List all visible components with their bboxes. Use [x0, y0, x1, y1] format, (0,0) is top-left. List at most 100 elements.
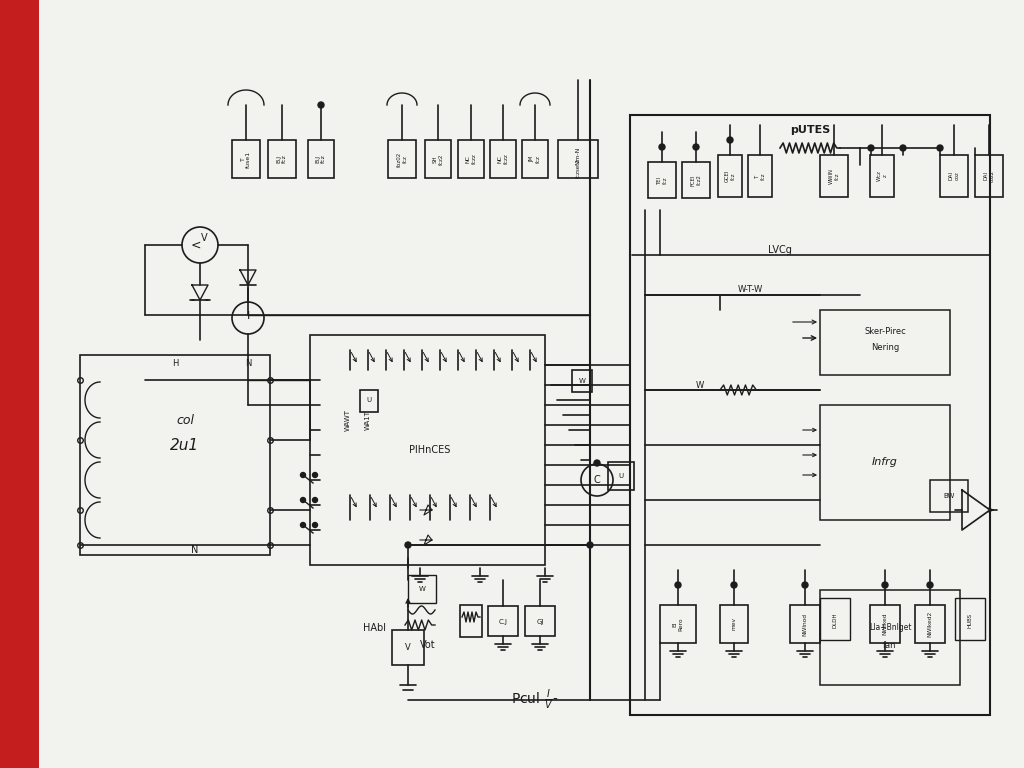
- Text: Pcul $\frac{I}{V}$-: Pcul $\frac{I}{V}$-: [511, 688, 559, 712]
- Bar: [360, 390, 378, 412]
- Bar: [682, 162, 710, 198]
- Bar: [268, 140, 296, 178]
- Bar: [718, 155, 742, 197]
- Text: 2u1: 2u1: [170, 438, 200, 452]
- Text: Infrg: Infrg: [872, 457, 898, 467]
- Circle shape: [312, 498, 317, 502]
- Circle shape: [312, 472, 317, 478]
- Circle shape: [659, 144, 665, 150]
- Text: U: U: [367, 397, 372, 403]
- Text: Vot: Vot: [420, 640, 436, 650]
- Text: DAI
coz2: DAI coz2: [984, 170, 994, 182]
- Circle shape: [300, 522, 305, 528]
- Circle shape: [406, 542, 411, 548]
- Text: foz02
fcz: foz02 fcz: [396, 151, 408, 167]
- Text: I: I: [247, 311, 250, 321]
- Bar: [408, 575, 436, 603]
- Bar: [558, 140, 598, 178]
- Text: mev: mev: [731, 617, 736, 631]
- Bar: [820, 598, 850, 640]
- Text: WWIN
fcz: WWIN fcz: [828, 168, 840, 184]
- Circle shape: [727, 137, 733, 143]
- Bar: [460, 605, 482, 637]
- Circle shape: [675, 582, 681, 588]
- Text: T
fuse1: T fuse1: [241, 151, 252, 167]
- Bar: [388, 140, 416, 178]
- Text: B.J
fcz: B.J fcz: [315, 154, 327, 164]
- Text: NWInod: NWInod: [803, 613, 808, 635]
- Bar: [790, 605, 820, 643]
- Bar: [940, 155, 968, 197]
- Text: W: W: [579, 378, 586, 384]
- Bar: [232, 140, 260, 178]
- Bar: [392, 630, 424, 665]
- Bar: [975, 155, 1002, 197]
- Text: HAbl: HAbl: [364, 623, 386, 633]
- Circle shape: [587, 542, 593, 548]
- Bar: [955, 598, 985, 640]
- Text: N: N: [245, 359, 251, 368]
- Text: Nering: Nering: [870, 343, 899, 353]
- Text: Wcz
z: Wcz z: [877, 170, 888, 181]
- Text: W: W: [696, 380, 705, 389]
- Circle shape: [594, 460, 600, 466]
- Text: NC
fczz: NC fczz: [466, 154, 476, 164]
- Bar: [870, 155, 894, 197]
- Bar: [930, 480, 968, 512]
- Text: DAI
coz: DAI coz: [948, 171, 959, 180]
- Circle shape: [300, 498, 305, 502]
- Circle shape: [802, 582, 808, 588]
- Bar: [748, 155, 772, 197]
- Text: N: N: [191, 545, 199, 555]
- Text: Lla+Bnlget: Lla+Bnlget: [868, 624, 911, 633]
- Text: B.J
fcz: B.J fcz: [276, 154, 288, 164]
- Text: WAWT: WAWT: [345, 409, 351, 431]
- Bar: [915, 605, 945, 643]
- Text: LVCg: LVCg: [768, 245, 792, 255]
- Text: GJ: GJ: [537, 619, 544, 625]
- Text: V: V: [406, 644, 411, 653]
- Text: Sker-Pirec: Sker-Pirec: [864, 327, 906, 336]
- Text: Vm-N: Vm-N: [575, 147, 581, 164]
- Text: W-T-W: W-T-W: [737, 286, 763, 294]
- Bar: [522, 140, 548, 178]
- Text: PlHnCES: PlHnCES: [410, 445, 451, 455]
- Text: W: W: [419, 586, 425, 592]
- Text: BW: BW: [943, 493, 954, 499]
- Text: U: U: [618, 473, 624, 479]
- Bar: [870, 605, 900, 643]
- Bar: [80, 355, 270, 555]
- Bar: [458, 140, 484, 178]
- Text: T
fcz: T fcz: [755, 172, 765, 180]
- Text: WA1T: WA1T: [365, 410, 371, 430]
- Bar: [630, 115, 990, 715]
- Text: <: <: [190, 239, 202, 251]
- Text: JM
fcz: JM fcz: [529, 155, 541, 163]
- Text: El
Rero: El Rero: [673, 617, 683, 631]
- Bar: [820, 405, 950, 520]
- Circle shape: [937, 145, 943, 151]
- Bar: [308, 140, 334, 178]
- Bar: [648, 162, 676, 198]
- Text: H: H: [172, 359, 178, 368]
- Circle shape: [900, 145, 906, 151]
- Text: TEI
fcz: TEI fcz: [656, 176, 668, 184]
- Bar: [608, 462, 634, 490]
- Circle shape: [300, 472, 305, 478]
- Bar: [720, 605, 748, 643]
- Bar: [488, 606, 518, 636]
- Circle shape: [318, 102, 324, 108]
- Circle shape: [882, 582, 888, 588]
- Text: SH
fcz2: SH fcz2: [432, 154, 443, 164]
- Bar: [525, 606, 555, 636]
- Text: col: col: [176, 413, 194, 426]
- Text: C.J: C.J: [499, 619, 508, 625]
- Bar: [490, 140, 516, 178]
- Text: DLDH: DLDH: [833, 612, 838, 627]
- Circle shape: [693, 144, 699, 150]
- Circle shape: [868, 145, 874, 151]
- Text: fczset1: fczset1: [575, 158, 581, 178]
- Text: V: V: [201, 233, 207, 243]
- Bar: [820, 310, 950, 375]
- Text: fan: fan: [884, 641, 897, 650]
